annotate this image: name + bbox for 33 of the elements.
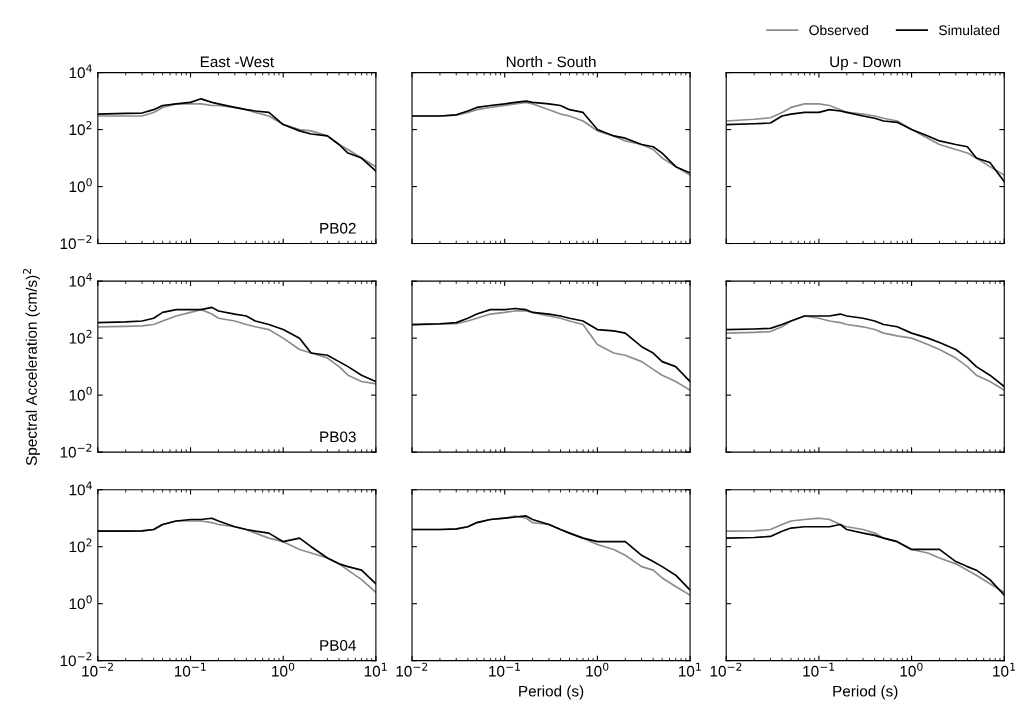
chart-title: East -West xyxy=(200,56,274,68)
y-tick-label: 10$^{−2}$ xyxy=(60,443,92,458)
y-tick-label: 10$^{4}$ xyxy=(69,64,92,79)
y-tick-label: 10$^{4}$ xyxy=(69,272,92,287)
x-tick-label: 10$^{1}$ xyxy=(364,662,387,677)
y-tick-label: 10$^{−2}$ xyxy=(60,235,92,250)
x-axis-title: Period (s) xyxy=(519,685,584,700)
y-tick-label: 10$^{2}$ xyxy=(69,121,92,136)
y-axis-title: Spectral Acceleration (cm/s)$^{2}$ xyxy=(22,268,40,466)
x-tick-label: 10$^{1}$ xyxy=(679,662,701,677)
chart-title: North - South xyxy=(506,55,596,68)
legend-label: Simulated xyxy=(938,24,1000,36)
annotation: PB02 xyxy=(320,222,356,234)
y-tick-label: 10$^{0}$ xyxy=(69,178,92,193)
y-tick-label: 10$^{4}$ xyxy=(69,481,92,496)
y-tick-label: 10$^{2}$ xyxy=(69,329,92,344)
x-tick-label: 10$^{0}$ xyxy=(586,662,609,677)
x-axis-title: Period (s) xyxy=(833,685,898,700)
annotation: PB03 xyxy=(320,431,356,443)
y-tick-label: 10$^{2}$ xyxy=(69,538,92,553)
annotation: PB04 xyxy=(320,639,356,651)
y-tick-label: 10$^{0}$ xyxy=(69,595,92,610)
x-tick-label: 10$^{−1}$ xyxy=(803,662,835,677)
x-tick-label: 10$^{1}$ xyxy=(993,662,1015,677)
x-tick-label: 10$^{0}$ xyxy=(272,662,295,677)
y-tick-label: 10$^{0}$ xyxy=(69,386,92,401)
x-tick-label: 10$^{−1}$ xyxy=(174,662,206,677)
chart-title: Up - Down xyxy=(830,56,901,71)
legend-label: Observed xyxy=(809,24,868,36)
x-tick-label: 10$^{−1}$ xyxy=(489,662,520,677)
x-tick-label: 10$^{−2}$ xyxy=(710,662,742,677)
x-tick-label: 10$^{0}$ xyxy=(900,662,923,677)
x-tick-label: 10$^{−2}$ xyxy=(396,662,428,677)
